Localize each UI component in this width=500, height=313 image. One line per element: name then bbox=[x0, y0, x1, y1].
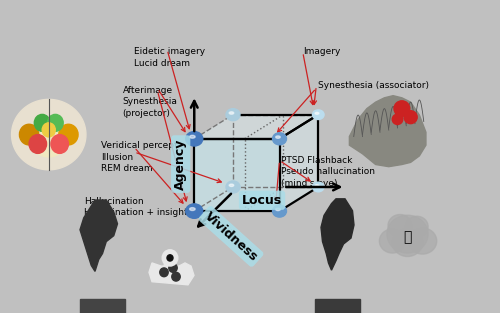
Polygon shape bbox=[12, 100, 86, 170]
Ellipse shape bbox=[229, 184, 234, 187]
Text: 🤔: 🤔 bbox=[404, 231, 411, 244]
Polygon shape bbox=[350, 96, 426, 167]
Text: Vividness: Vividness bbox=[202, 209, 260, 264]
Circle shape bbox=[380, 229, 406, 253]
Circle shape bbox=[172, 272, 180, 281]
Text: PTSD Flashback
Pseudo hallucination
(mind's eye): PTSD Flashback Pseudo hallucination (min… bbox=[282, 156, 376, 187]
Circle shape bbox=[34, 115, 50, 131]
Polygon shape bbox=[149, 263, 194, 285]
Text: Locus: Locus bbox=[242, 194, 282, 207]
Polygon shape bbox=[321, 199, 354, 270]
Ellipse shape bbox=[312, 110, 324, 120]
Ellipse shape bbox=[190, 135, 195, 138]
Ellipse shape bbox=[315, 185, 319, 187]
Circle shape bbox=[160, 268, 168, 277]
Circle shape bbox=[20, 124, 38, 145]
Circle shape bbox=[29, 135, 46, 153]
Text: Eidetic imagery
Lucid dream: Eidetic imagery Lucid dream bbox=[134, 47, 206, 68]
Ellipse shape bbox=[315, 112, 319, 114]
Ellipse shape bbox=[276, 136, 280, 138]
Polygon shape bbox=[164, 252, 176, 266]
Circle shape bbox=[169, 264, 177, 272]
Text: Hallucination
Hallucination + insight: Hallucination Hallucination + insight bbox=[84, 197, 188, 217]
Circle shape bbox=[59, 124, 78, 145]
Circle shape bbox=[167, 255, 173, 261]
Polygon shape bbox=[80, 200, 118, 271]
Text: Afterimage
Synesthesia
(projector): Afterimage Synesthesia (projector) bbox=[122, 86, 178, 118]
Ellipse shape bbox=[276, 208, 280, 211]
Ellipse shape bbox=[186, 204, 203, 218]
Circle shape bbox=[408, 228, 437, 254]
Text: Agency: Agency bbox=[174, 138, 187, 190]
Circle shape bbox=[406, 216, 428, 237]
Circle shape bbox=[388, 214, 412, 237]
Ellipse shape bbox=[312, 182, 324, 192]
Text: Imagery: Imagery bbox=[303, 47, 340, 56]
Polygon shape bbox=[194, 115, 318, 139]
Polygon shape bbox=[280, 115, 318, 211]
Circle shape bbox=[394, 101, 410, 116]
Polygon shape bbox=[30, 122, 68, 157]
Circle shape bbox=[162, 250, 178, 266]
Ellipse shape bbox=[186, 131, 203, 146]
Circle shape bbox=[387, 215, 428, 253]
Circle shape bbox=[48, 115, 63, 131]
Ellipse shape bbox=[226, 109, 240, 121]
Circle shape bbox=[51, 135, 68, 153]
Circle shape bbox=[392, 229, 422, 257]
Circle shape bbox=[42, 123, 56, 137]
Polygon shape bbox=[194, 139, 280, 211]
Ellipse shape bbox=[229, 112, 234, 114]
Ellipse shape bbox=[190, 208, 195, 211]
Circle shape bbox=[392, 114, 403, 125]
Polygon shape bbox=[315, 299, 360, 313]
Text: Veridical percept
Illusion
REM dream: Veridical percept Illusion REM dream bbox=[101, 141, 178, 173]
Ellipse shape bbox=[272, 205, 286, 217]
Ellipse shape bbox=[272, 133, 286, 145]
Circle shape bbox=[404, 111, 417, 124]
Ellipse shape bbox=[226, 181, 240, 193]
Polygon shape bbox=[80, 299, 125, 313]
Text: Synesthesia (associator): Synesthesia (associator) bbox=[318, 81, 429, 90]
